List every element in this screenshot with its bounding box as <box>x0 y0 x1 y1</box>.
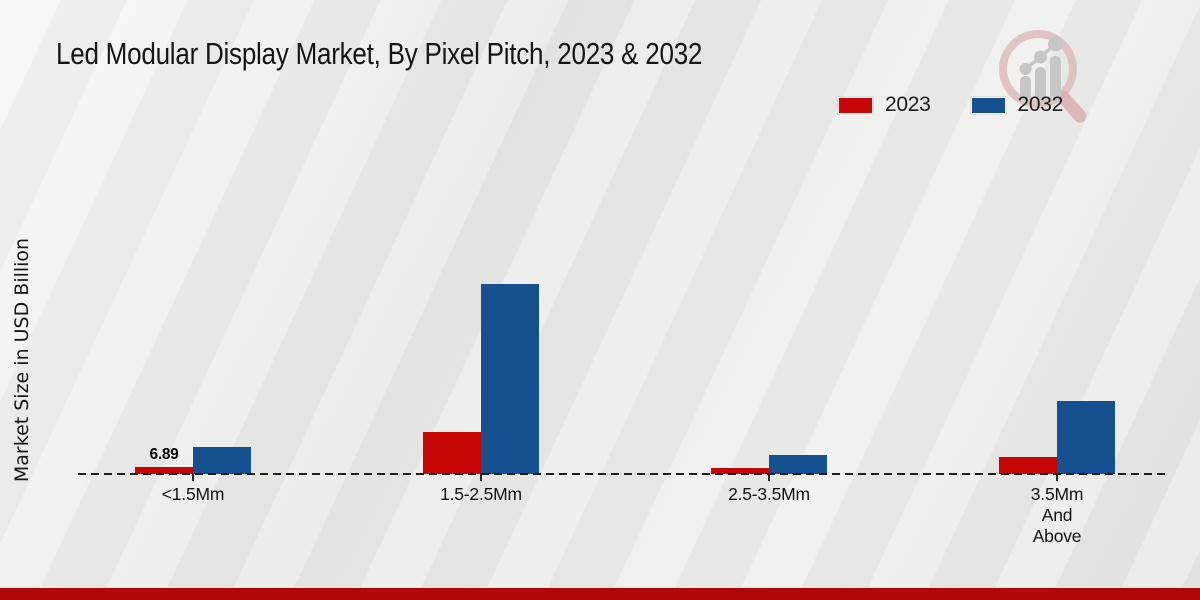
bar-2032-3.5Mm And Above <box>1057 401 1115 474</box>
bar-2032-2.5-3.5Mm <box>769 455 827 474</box>
x-axis-label-3.5Mm And Above: 3.5Mm And Above <box>1030 484 1084 546</box>
y-axis-label: Market Size in USD Billion <box>11 237 33 483</box>
legend-swatch-2023-icon <box>838 96 873 114</box>
x-axis-label-<1.5Mm: <1.5Mm <box>161 484 225 504</box>
legend-label-2032: 2032 <box>1017 93 1064 116</box>
magnifier-bar-chart-logo-icon <box>999 30 1087 123</box>
x-axis-zero-baseline <box>78 473 1166 475</box>
bar-2032-<1.5Mm <box>193 447 251 474</box>
legend-label-2023: 2023 <box>885 93 931 116</box>
legend-item-2032: 2032 <box>970 93 1064 117</box>
legend: 2023 2032 <box>838 93 1063 117</box>
footer-band <box>0 588 1200 600</box>
chart-title: Led Modular Display Market, By Pixel Pit… <box>56 36 703 71</box>
legend-swatch-2032-icon <box>970 96 1006 114</box>
x-axis-tick <box>192 474 194 481</box>
legend-item-2023: 2023 <box>838 93 931 117</box>
bar-2023-3.5Mm And Above <box>999 457 1057 474</box>
x-axis-tick <box>768 474 770 481</box>
bar-2023-2.5-3.5Mm <box>711 468 769 474</box>
x-axis-tick <box>480 474 482 481</box>
data-label-2023-<1.5Mm: 6.89 <box>149 446 179 463</box>
x-axis-label-1.5-2.5Mm: 1.5-2.5Mm <box>440 484 522 504</box>
bar-2032-1.5-2.5Mm <box>481 284 539 474</box>
x-axis-tick <box>1056 474 1058 481</box>
bar-2023-1.5-2.5Mm <box>423 432 481 474</box>
x-axis-label-2.5-3.5Mm: 2.5-3.5Mm <box>728 484 810 504</box>
bar-2023-<1.5Mm <box>135 467 193 474</box>
